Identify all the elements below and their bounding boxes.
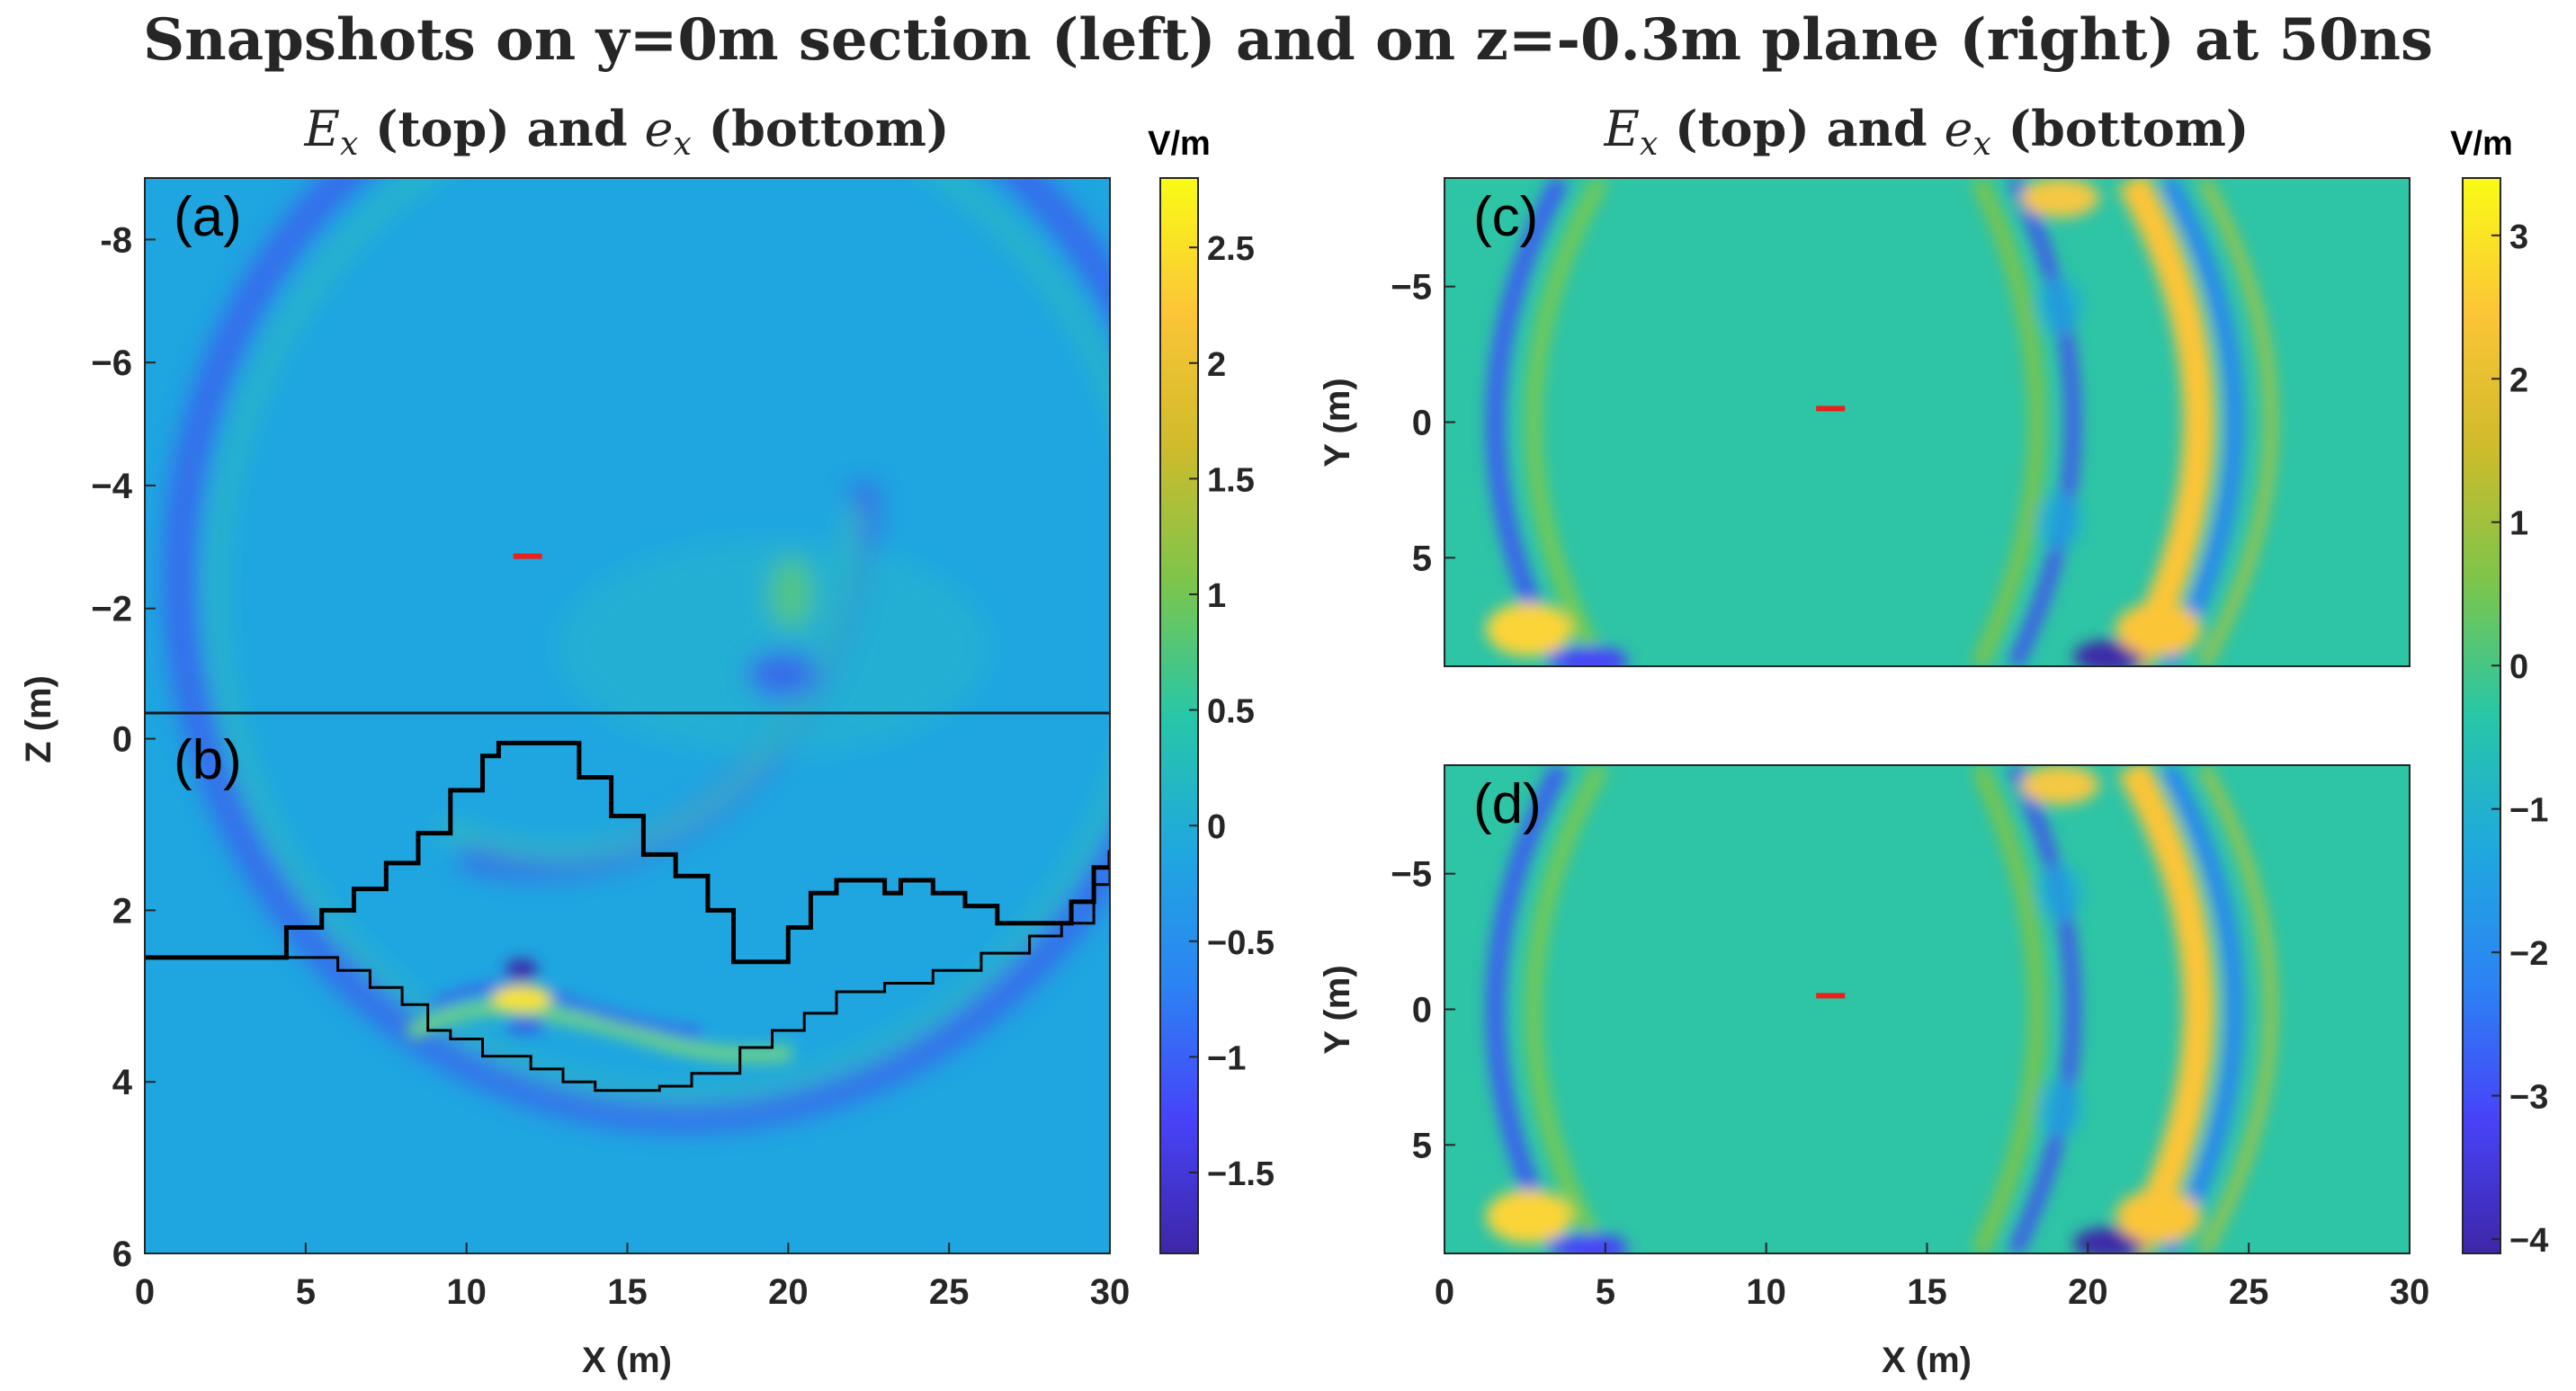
panel-d-ytick-label: −5 xyxy=(1391,855,1432,895)
panel-b-ytick-label: 2 xyxy=(112,891,132,931)
cbar-right-ticks-tick-label: 1 xyxy=(2509,505,2528,543)
x-axis-label-b: X (m) xyxy=(582,1341,672,1380)
panel-label-d: (d) xyxy=(1473,773,1542,835)
figure-title: Snapshots on y=0m section (left) and on … xyxy=(143,6,2433,74)
heatmap-d xyxy=(1445,765,2410,1253)
left-subtitle: Ex (top) and ex (bottom) xyxy=(304,100,950,163)
colorbar-left-ticks: −1.5 −1 −0.5 0 0.5 1 1.5 2 2.5 xyxy=(1189,230,1275,1193)
panel-b-xtick-label: 0 xyxy=(135,1272,155,1312)
panel-b-xtick-label: 20 xyxy=(768,1272,809,1312)
cbar-right-ticks-tick-label: −3 xyxy=(2509,1079,2548,1117)
panel-b-ytick-label: 0 xyxy=(112,720,132,760)
panel-d-xtick-label: 15 xyxy=(1907,1272,1947,1312)
cbar-left-ticks-tick-label: −0.5 xyxy=(1207,924,1275,962)
panel-d-xtick-label: 30 xyxy=(2390,1272,2430,1312)
panel-d-ytick-label: 0 xyxy=(1412,991,1432,1030)
x-axis-label-d: X (m) xyxy=(1882,1341,1972,1380)
panel-c-ytick-label: −5 xyxy=(1391,268,1432,308)
panel-a-ytick-label: −6 xyxy=(91,343,132,383)
colorbar-right xyxy=(2462,177,2501,1254)
heatmap-c xyxy=(1445,178,2410,666)
panel-d-xtick-label: 5 xyxy=(1596,1272,1615,1312)
panel-b-xtick-label: 10 xyxy=(446,1272,487,1312)
cbar-right-ticks-tick-label: −2 xyxy=(2509,935,2548,973)
panel-label-b: (b) xyxy=(174,729,242,791)
panel-a-ytick-label: -8 xyxy=(100,220,132,260)
panel-a-ytick-label: −2 xyxy=(91,590,132,629)
panel-d-ytick-label: 5 xyxy=(1412,1126,1432,1165)
panel-label-c: (c) xyxy=(1473,186,1538,248)
cbar-right-ticks-tick-label: 3 xyxy=(2509,218,2528,256)
right-subtitle: Ex (top) and ex (bottom) xyxy=(1604,100,2250,163)
cbar-right-ticks-tick-label: 0 xyxy=(2509,648,2528,686)
cbar-left-ticks-tick-label: −1 xyxy=(1207,1039,1246,1077)
panel-b-ytick-label: 4 xyxy=(112,1063,133,1102)
panel-d-xtick-label: 25 xyxy=(2229,1272,2269,1312)
colorbar-left-unit: V/m xyxy=(1148,125,1211,163)
panel-d-xtick-label: 10 xyxy=(1746,1272,1786,1312)
panel-b-xtick-label: 5 xyxy=(296,1272,316,1312)
panel-b-xtick-label: 25 xyxy=(929,1272,970,1312)
panel-a-ytick-label: −4 xyxy=(91,467,132,506)
cbar-left-ticks-tick-label: −1.5 xyxy=(1207,1155,1275,1193)
panel-b-xtick-label: 15 xyxy=(607,1272,648,1312)
cbar-left-ticks-tick-label: 2 xyxy=(1207,346,1226,384)
cbar-left-ticks-tick-label: 2.5 xyxy=(1207,230,1255,268)
cbar-left-ticks-tick-label: 1.5 xyxy=(1207,461,1255,499)
panel-d-xtick-label: 20 xyxy=(2068,1272,2108,1312)
cbar-left-ticks-tick-label: 0 xyxy=(1207,808,1226,846)
panel-d-axes: −5 0 5 0 5 10 15 20 25 30 xyxy=(1391,855,2429,1312)
panel-c-axes: −5 0 5 xyxy=(1391,268,1455,578)
colorbar-right-unit: V/m xyxy=(2450,125,2513,163)
y-axis-label-ab: Z (m) xyxy=(19,675,58,763)
y-axis-label-d: Y (m) xyxy=(1318,965,1357,1054)
heatmap-ab xyxy=(145,178,1110,1253)
panel-d-xtick-label: 0 xyxy=(1435,1272,1454,1312)
cbar-left-ticks-tick-label: 0.5 xyxy=(1207,693,1255,731)
cbar-right-ticks-tick-label: 2 xyxy=(2509,361,2528,399)
y-axis-label-c: Y (m) xyxy=(1318,378,1357,467)
colorbar-right-ticks: −4 −3 −2 −1 0 1 2 3 xyxy=(2491,218,2548,1260)
panel-b-overlays xyxy=(145,553,1110,1092)
panel-label-a: (a) xyxy=(174,186,242,248)
cbar-left-ticks-tick-label: 1 xyxy=(1207,577,1226,615)
subsurface-boundary-line xyxy=(145,850,1110,1092)
panel-c-ytick-label: 5 xyxy=(1412,539,1432,578)
cbar-right-ticks-tick-label: −1 xyxy=(2509,792,2548,830)
panel-b-xtick-label: 30 xyxy=(1090,1272,1131,1312)
cbar-right-ticks-tick-label: −4 xyxy=(2509,1222,2548,1260)
colorbar-left xyxy=(1159,177,1199,1254)
surface-boundary-line xyxy=(145,740,1110,965)
panel-b-ytick-label: 6 xyxy=(112,1235,132,1274)
panel-c-ytick-label: 0 xyxy=(1412,404,1432,443)
